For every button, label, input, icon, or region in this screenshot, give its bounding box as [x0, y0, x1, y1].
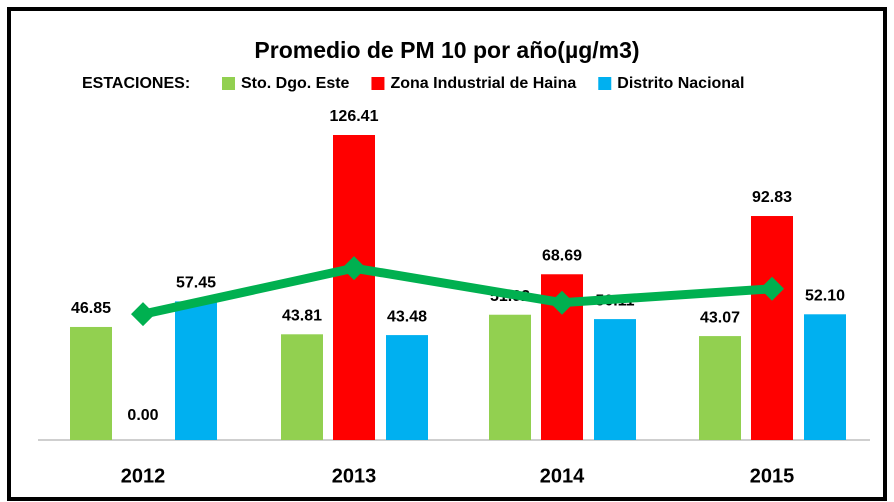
x-tick-label: 2014	[540, 465, 585, 487]
legend-label: Distrito Nacional	[617, 75, 744, 92]
bar	[699, 336, 741, 440]
data-label: 43.81	[282, 308, 322, 325]
data-label: 0.00	[127, 407, 158, 424]
line	[142, 263, 773, 319]
bar	[333, 135, 375, 440]
line-marker	[550, 290, 574, 315]
data-label: 46.85	[71, 300, 111, 317]
data-label: 92.83	[752, 189, 792, 206]
legend-label: Sto. Dgo. Este	[241, 75, 350, 92]
bar	[386, 335, 428, 440]
data-label: 52.10	[805, 288, 845, 305]
x-tick-label: 2013	[332, 465, 377, 487]
data-label: 126.41	[330, 108, 379, 125]
line-marker	[131, 302, 155, 327]
line-marker	[760, 276, 784, 301]
line-marker	[342, 256, 366, 281]
bar	[594, 319, 636, 440]
bar	[175, 301, 217, 440]
bar	[281, 334, 323, 440]
data-label: 68.69	[542, 247, 582, 264]
bar	[489, 314, 531, 440]
legend-swatch	[598, 77, 612, 90]
legend-label: Zona Industrial de Haina	[390, 75, 576, 92]
legend-swatch	[222, 77, 235, 90]
bar	[70, 326, 112, 440]
legend-title: ESTACIONES:	[82, 75, 190, 92]
bar	[751, 216, 793, 440]
x-tick-label: 2012	[121, 465, 166, 487]
data-label: 57.45	[176, 275, 216, 292]
data-label: 43.07	[700, 309, 740, 326]
bar	[804, 314, 846, 440]
x-tick-label: 2015	[750, 465, 795, 487]
chart-title: Promedio de PM 10 por año(µg/m3)	[254, 37, 639, 63]
data-label: 43.48	[387, 308, 427, 325]
legend-swatch	[371, 77, 385, 90]
